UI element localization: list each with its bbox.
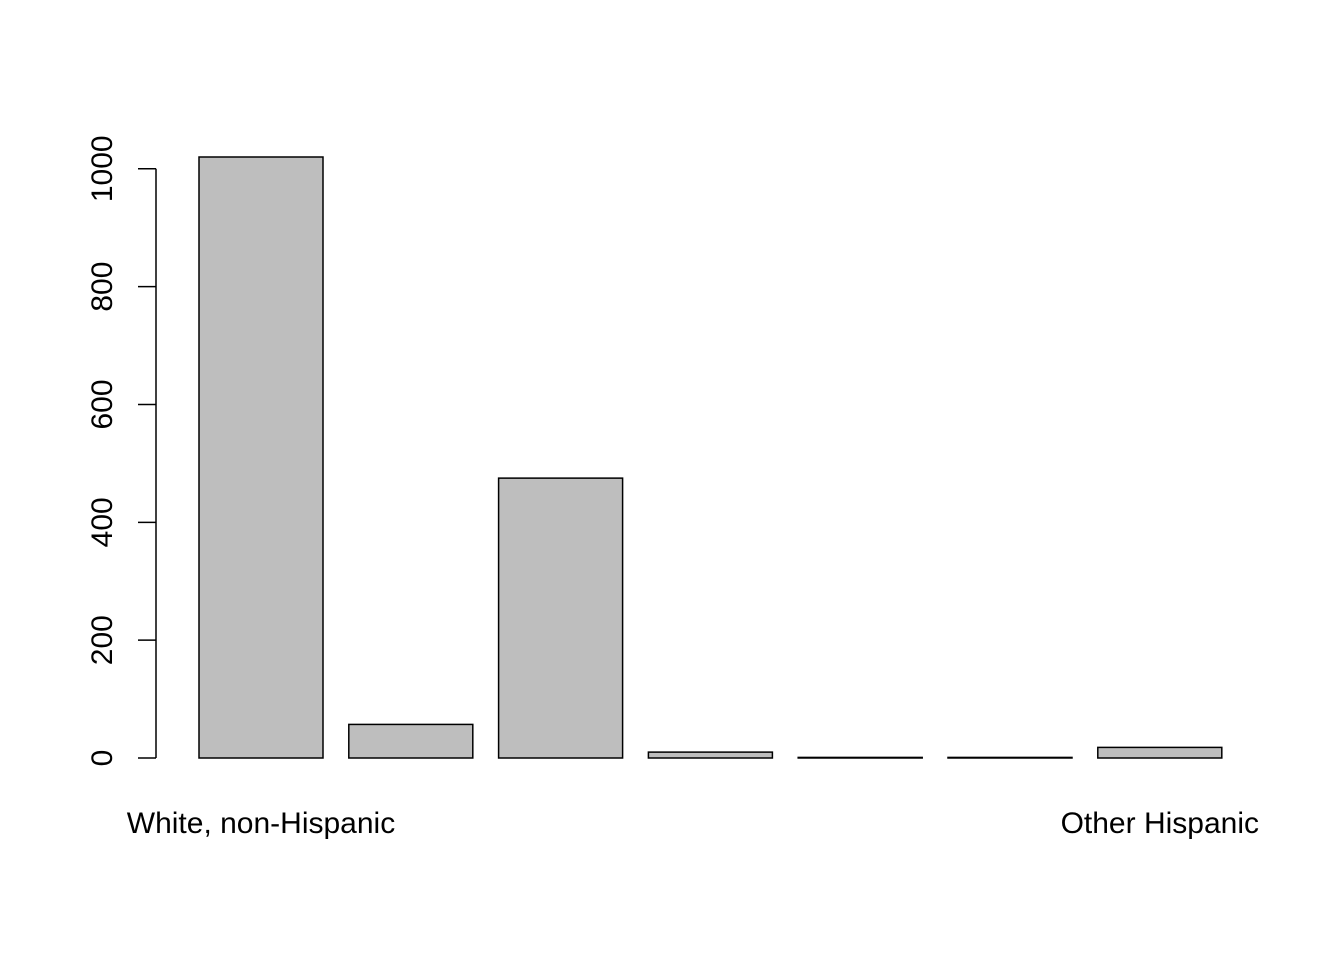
bar (798, 757, 922, 758)
bar (499, 478, 623, 758)
bars (199, 157, 1222, 758)
x-category-label: White, non-Hispanic (127, 807, 395, 840)
y-tick-label: 0 (86, 750, 119, 767)
bar (948, 757, 1072, 758)
x-axis-labels: White, non-Hispanic Other Hispanic (127, 807, 1259, 840)
x-category-label: Other Hispanic (1061, 807, 1259, 840)
y-tick-label: 1000 (86, 135, 119, 202)
y-tick-label: 400 (86, 497, 119, 547)
y-axis: 0 200 400 600 800 1000 (86, 135, 156, 766)
bar (199, 157, 323, 758)
y-tick-label: 800 (86, 262, 119, 312)
y-tick-label: 200 (86, 615, 119, 665)
y-tick-label: 600 (86, 379, 119, 429)
bar (349, 724, 473, 758)
bar (648, 752, 772, 758)
bar (1098, 747, 1222, 758)
